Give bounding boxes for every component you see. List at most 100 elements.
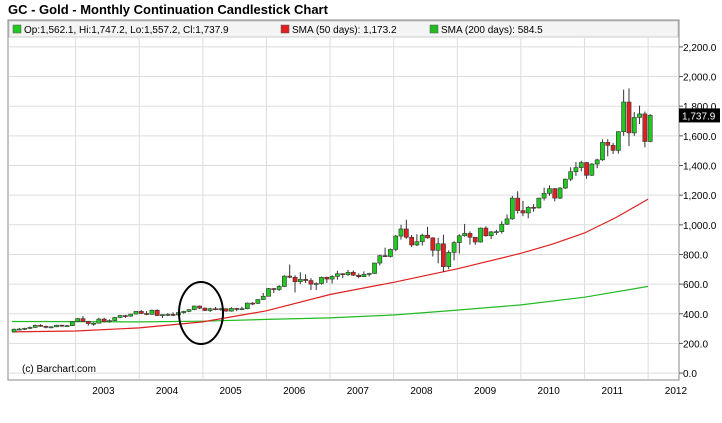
candle-body [11, 328, 17, 333]
candle-body [499, 223, 505, 232]
candle [568, 167, 574, 181]
y-tick-label: 200.0 [683, 339, 708, 350]
candle [128, 313, 134, 317]
candle [345, 269, 351, 276]
candle-body [610, 145, 616, 151]
candle [202, 307, 208, 312]
candle-body [32, 325, 38, 328]
candle [435, 237, 441, 264]
candle [509, 196, 515, 220]
y-tick-label: 1,000.0 [683, 221, 717, 232]
candle-body [329, 276, 335, 280]
candle [366, 272, 372, 277]
candle-body [154, 309, 160, 316]
candle [361, 271, 367, 277]
candle [557, 187, 563, 200]
candle-body [584, 162, 589, 176]
y-tick-label: 1,200.0 [683, 191, 717, 202]
candle [292, 275, 298, 293]
candle [266, 287, 271, 297]
candle [329, 275, 335, 284]
y-tick-label: 400.0 [683, 310, 708, 321]
candle-body [605, 142, 611, 146]
candle [525, 206, 531, 219]
candle-body [600, 142, 605, 161]
candle-body [631, 117, 637, 134]
candle-body [101, 318, 107, 323]
candle [276, 285, 282, 291]
candle [319, 276, 324, 285]
candle [117, 314, 123, 319]
candle [144, 311, 149, 316]
candle [642, 111, 648, 148]
legend-sma50: SMA (50 days): 1,173.2 [292, 25, 397, 36]
candle-body [414, 241, 420, 246]
candle [191, 305, 197, 311]
candle [350, 270, 356, 277]
candle-body [372, 262, 377, 274]
candle-body [393, 235, 399, 250]
sma200-line-group [11, 285, 649, 323]
candle [186, 309, 192, 312]
legend-ohlc: Op:1,562.1, Hi:1,747.2, Lo:1,557.2, Cl:1… [24, 25, 229, 36]
candle-body [430, 237, 436, 251]
candle [107, 319, 112, 323]
candle-body [441, 243, 446, 267]
candle-body [409, 236, 414, 246]
candle [165, 313, 171, 317]
candle [605, 139, 611, 157]
candle-body [536, 197, 542, 209]
candle [547, 185, 552, 196]
candle-body [16, 328, 22, 331]
candle-body [91, 322, 96, 325]
candle [615, 131, 621, 154]
candle [239, 306, 245, 311]
sma50-line [11, 198, 649, 333]
candle [85, 320, 91, 326]
candle-body [48, 326, 54, 329]
y-tick-label: 600.0 [683, 280, 708, 291]
candle [472, 236, 478, 245]
candle [647, 114, 653, 143]
candle-body [144, 313, 149, 315]
candle-body [382, 255, 388, 257]
candle [441, 234, 446, 272]
candle [515, 191, 521, 214]
candle-body [117, 315, 123, 318]
candle-body [642, 113, 648, 142]
candle-body [621, 101, 627, 133]
candle-body [244, 302, 250, 310]
candle-body [578, 162, 584, 168]
candle [197, 305, 202, 310]
candle-body [186, 309, 192, 312]
candle [313, 282, 319, 291]
candle-body [615, 131, 621, 151]
sma200-line [11, 285, 649, 323]
candle [160, 314, 165, 318]
candle [244, 302, 250, 310]
x-axis: 2003 2004 2005 2006 2007 2008 2009 2010 2011 2012 [92, 386, 687, 397]
legend-sma50-swatch [280, 24, 290, 34]
x-tick-label: 2009 [474, 386, 497, 397]
legend-sma200-swatch [429, 24, 439, 34]
candle [419, 233, 425, 246]
candle [101, 317, 107, 323]
candle [48, 326, 54, 329]
candle-body [170, 314, 176, 316]
y-tick-label: 2,000.0 [683, 73, 717, 84]
candle [16, 327, 22, 331]
candle-body [197, 305, 202, 309]
candle-body [308, 280, 314, 285]
candle [43, 325, 49, 329]
candle-body [213, 308, 218, 311]
x-tick-label: 2007 [347, 386, 370, 397]
candle [133, 311, 139, 315]
legend-bar [8, 20, 679, 38]
candle-body [313, 283, 319, 285]
candle [637, 105, 642, 124]
candle [504, 214, 510, 225]
candle [112, 317, 118, 322]
candle [456, 234, 462, 254]
candle [154, 309, 160, 317]
